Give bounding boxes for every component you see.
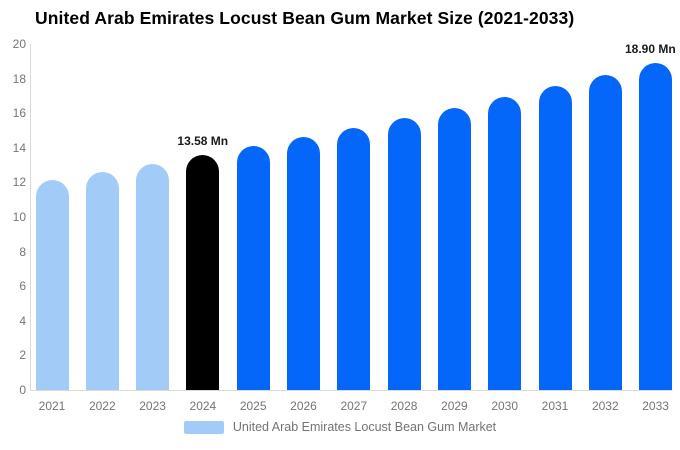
- bar-2033[interactable]: [639, 63, 673, 390]
- chart-title: United Arab Emirates Locust Bean Gum Mar…: [35, 8, 575, 28]
- bar-2032[interactable]: [588, 74, 622, 390]
- y-tick-label: 16: [12, 106, 26, 121]
- x-tick-label-2031: 2031: [541, 399, 569, 413]
- bar-2022[interactable]: [85, 171, 119, 390]
- x-tick-label-2027: 2027: [340, 399, 368, 413]
- bar-2024[interactable]: [186, 155, 220, 390]
- legend-swatch: [183, 420, 224, 434]
- y-tick-label: 0: [19, 383, 26, 397]
- x-tick-label-2032: 2032: [591, 399, 619, 413]
- legend-item[interactable]: United Arab Emirates Locust Bean Gum Mar…: [0, 420, 680, 434]
- bar-2029[interactable]: [437, 107, 471, 390]
- y-tick-label: 4: [19, 313, 26, 328]
- value-label-2033: 18.90 Mn: [625, 42, 676, 57]
- x-tick-label-2025: 2025: [239, 399, 267, 413]
- y-tick-label: 20: [12, 37, 26, 51]
- bar-2031[interactable]: [538, 86, 572, 390]
- bar-2025[interactable]: [236, 146, 270, 390]
- value-label-2024: 13.58 Mn: [177, 134, 229, 149]
- x-tick-label-2030: 2030: [491, 399, 519, 413]
- x-tick-label-2024: 2024: [189, 399, 217, 413]
- y-tick-label: 14: [12, 140, 26, 155]
- bar-2026[interactable]: [287, 137, 320, 390]
- bar-2021[interactable]: [35, 179, 69, 390]
- x-tick-label-2021: 2021: [38, 399, 66, 413]
- y-tick-label: 10: [12, 210, 26, 224]
- x-tick-label-2026: 2026: [290, 399, 317, 413]
- bar-2023[interactable]: [136, 163, 170, 390]
- legend-label: United Arab Emirates Locust Bean Gum Mar…: [232, 420, 497, 434]
- x-tick-label-2023: 2023: [139, 399, 166, 413]
- bar-2028[interactable]: [387, 117, 421, 390]
- y-tick-label: 18: [12, 71, 26, 86]
- y-tick-label: 2: [19, 348, 26, 363]
- x-tick-label-2022: 2022: [88, 399, 116, 413]
- x-tick-label-2028: 2028: [390, 399, 418, 413]
- x-axis-line: [30, 390, 672, 391]
- y-tick-label: 8: [19, 244, 26, 259]
- x-tick-label-2033: 2033: [642, 399, 669, 413]
- bar-2027[interactable]: [337, 127, 371, 390]
- y-tick-label: 12: [12, 175, 26, 190]
- x-tick-label-2029: 2029: [441, 399, 468, 413]
- y-axis-line: [30, 44, 31, 390]
- y-tick-label: 6: [19, 279, 26, 294]
- bar-2030[interactable]: [488, 97, 522, 390]
